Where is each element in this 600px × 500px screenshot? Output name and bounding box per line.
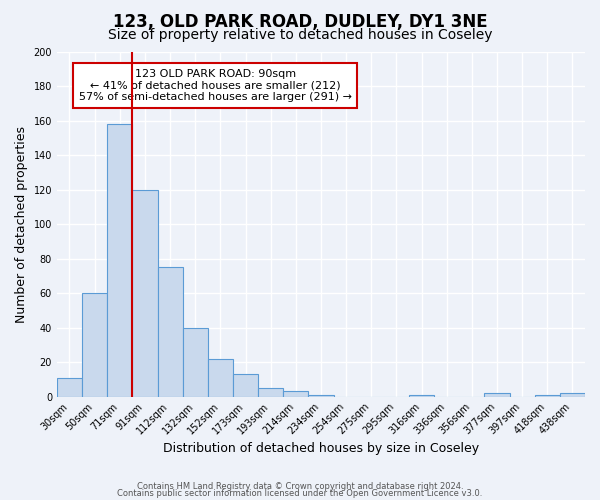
Text: Size of property relative to detached houses in Coseley: Size of property relative to detached ho… xyxy=(108,28,492,42)
Bar xyxy=(560,393,585,396)
Bar xyxy=(233,374,258,396)
Bar xyxy=(535,395,560,396)
Text: 123 OLD PARK ROAD: 90sqm
← 41% of detached houses are smaller (212)
57% of semi-: 123 OLD PARK ROAD: 90sqm ← 41% of detach… xyxy=(79,69,352,102)
Bar xyxy=(158,267,182,396)
Y-axis label: Number of detached properties: Number of detached properties xyxy=(15,126,28,322)
X-axis label: Distribution of detached houses by size in Coseley: Distribution of detached houses by size … xyxy=(163,442,479,455)
Bar xyxy=(82,293,107,397)
Bar xyxy=(57,378,82,396)
Bar xyxy=(484,393,509,396)
Bar xyxy=(182,328,208,396)
Bar xyxy=(107,124,133,396)
Bar xyxy=(208,358,233,397)
Bar xyxy=(133,190,158,396)
Bar xyxy=(258,388,283,396)
Bar xyxy=(409,395,434,396)
Text: Contains public sector information licensed under the Open Government Licence v3: Contains public sector information licen… xyxy=(118,489,482,498)
Text: 123, OLD PARK ROAD, DUDLEY, DY1 3NE: 123, OLD PARK ROAD, DUDLEY, DY1 3NE xyxy=(113,12,487,30)
Bar xyxy=(308,395,334,396)
Bar xyxy=(283,392,308,396)
Text: Contains HM Land Registry data © Crown copyright and database right 2024.: Contains HM Land Registry data © Crown c… xyxy=(137,482,463,491)
